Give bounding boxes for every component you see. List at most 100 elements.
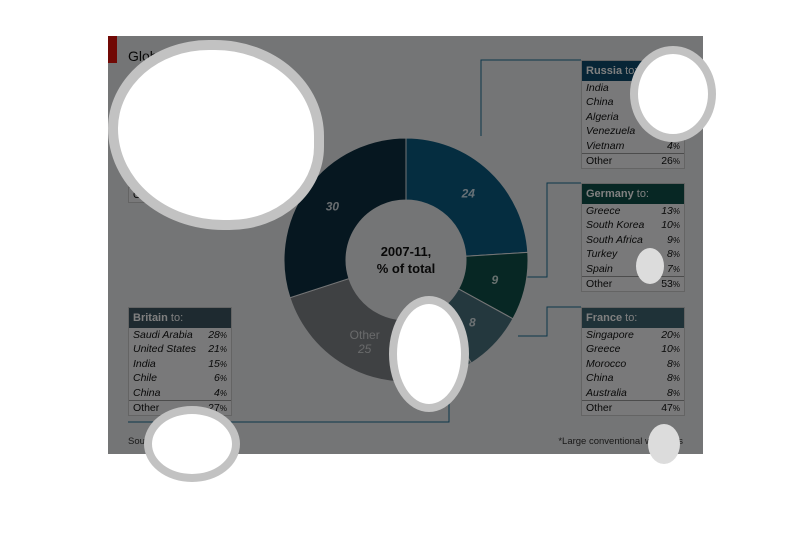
occlusion-blob xyxy=(636,248,664,284)
percent-sign: % xyxy=(672,156,680,166)
table-row: China 4% xyxy=(129,386,231,400)
row-value: 8% xyxy=(667,247,680,262)
slice-value-other: 25 xyxy=(357,342,372,356)
percent-sign: % xyxy=(219,331,227,340)
table-row: Other 47% xyxy=(582,399,684,416)
percent-sign: % xyxy=(672,207,680,216)
table-row: China 8% xyxy=(582,371,684,385)
table-row: Greece 13% xyxy=(582,204,684,218)
percent-sign: % xyxy=(672,235,680,245)
percent-sign: % xyxy=(672,279,680,289)
row-label: India xyxy=(133,357,156,370)
row-value: 10% xyxy=(661,342,680,357)
row-label: China xyxy=(586,372,614,385)
table-row: South Africa 9% xyxy=(582,233,684,247)
table-header-suffix: to: xyxy=(167,312,184,324)
row-label: Vietnam xyxy=(586,139,625,152)
occlusion-blob xyxy=(144,406,240,482)
row-value-number: 10 xyxy=(661,343,673,356)
table-row: Turkey 8% xyxy=(582,247,684,261)
row-value: 8% xyxy=(667,371,680,386)
table-header-suffix: to: xyxy=(622,312,638,324)
table-germany: Germany to: Greece 13% South Korea 10% South … xyxy=(581,183,685,293)
table-row: Morocco 8% xyxy=(582,357,684,371)
row-label: Other xyxy=(586,277,613,290)
percent-sign: % xyxy=(672,388,680,398)
row-label: Other xyxy=(586,401,613,414)
slice-value-united-states: 30 xyxy=(326,200,340,214)
table-france: France to: Singapore 20% Greece 10% Morocco 8%… xyxy=(581,307,685,417)
table-row: Singapore 20% xyxy=(582,328,684,342)
table-header: France to: xyxy=(582,308,684,328)
table-country: Britain xyxy=(133,312,168,324)
row-value: 6% xyxy=(214,371,227,386)
row-label: Saudi Arabia xyxy=(133,329,193,341)
row-value: 21% xyxy=(208,342,227,357)
row-value-number: 20 xyxy=(661,329,673,341)
row-label: Other xyxy=(586,154,613,167)
percent-sign: % xyxy=(672,264,680,274)
center-label-line: % of total xyxy=(377,261,436,276)
percent-sign: % xyxy=(672,141,680,151)
row-label: Turkey xyxy=(586,248,618,261)
leader-russia xyxy=(480,59,581,136)
row-value-number: 13 xyxy=(661,205,673,217)
row-value: 20% xyxy=(661,328,680,343)
row-label: Morocco xyxy=(586,357,627,370)
row-value: 28% xyxy=(208,328,227,343)
row-value: 13% xyxy=(661,204,680,219)
row-value: 53% xyxy=(661,277,680,292)
percent-sign: % xyxy=(672,221,680,231)
row-value: 8% xyxy=(667,386,680,401)
table-row: United States 21% xyxy=(129,342,231,356)
row-label: Venezuela xyxy=(586,125,636,138)
slice-value-germany: 9 xyxy=(491,273,498,287)
row-label: Other xyxy=(133,401,160,414)
row-label: South Africa xyxy=(586,233,643,246)
row-value-number: 10 xyxy=(661,219,673,232)
row-label: South Korea xyxy=(586,219,645,232)
slice-value-france: 8 xyxy=(469,315,476,329)
row-value-number: 15 xyxy=(208,357,220,370)
percent-sign: % xyxy=(219,359,227,369)
row-value: 4% xyxy=(214,386,227,401)
table-row: Other 26% xyxy=(582,152,684,169)
center-label-line: 2007-11, xyxy=(381,244,432,259)
table-country: France xyxy=(586,312,623,324)
occlusion-blob xyxy=(630,46,716,142)
row-label: Greece xyxy=(586,205,621,217)
percent-sign: % xyxy=(219,388,227,398)
row-label: Algeria xyxy=(586,110,619,123)
row-value: 15% xyxy=(208,357,227,372)
row-value: 10% xyxy=(661,218,680,233)
row-label: China xyxy=(586,96,614,109)
table-row: Saudi Arabia 28% xyxy=(129,328,231,342)
percent-sign: % xyxy=(672,345,680,355)
occlusion-blob xyxy=(648,424,680,464)
table-country: Germany xyxy=(586,188,634,200)
percent-sign: % xyxy=(672,359,680,369)
row-value-number: 53 xyxy=(661,277,673,290)
table-country: Russia xyxy=(586,65,623,77)
table-row: India 15% xyxy=(129,357,231,371)
table-row: Australia 8% xyxy=(582,386,684,400)
occlusion-blob xyxy=(108,40,324,230)
percent-sign: % xyxy=(672,403,680,413)
table-header-suffix: to: xyxy=(633,188,649,200)
row-label: Australia xyxy=(586,386,627,399)
row-value-number: 26 xyxy=(661,154,673,167)
occlusion-blob xyxy=(389,296,469,412)
percent-sign: % xyxy=(672,374,680,384)
row-value: 26% xyxy=(661,154,680,169)
row-label: China xyxy=(133,386,161,399)
slice-value-russia: 24 xyxy=(461,187,476,201)
table-row: Greece 10% xyxy=(582,342,684,356)
table-row: South Korea 10% xyxy=(582,218,684,232)
percent-sign: % xyxy=(672,250,680,260)
percent-sign: % xyxy=(219,403,227,413)
row-value: 47% xyxy=(661,401,680,416)
row-value: 9% xyxy=(667,233,680,248)
row-label: India xyxy=(586,82,609,94)
row-value-number: 21 xyxy=(208,343,220,356)
row-value-number: 28 xyxy=(208,329,220,341)
